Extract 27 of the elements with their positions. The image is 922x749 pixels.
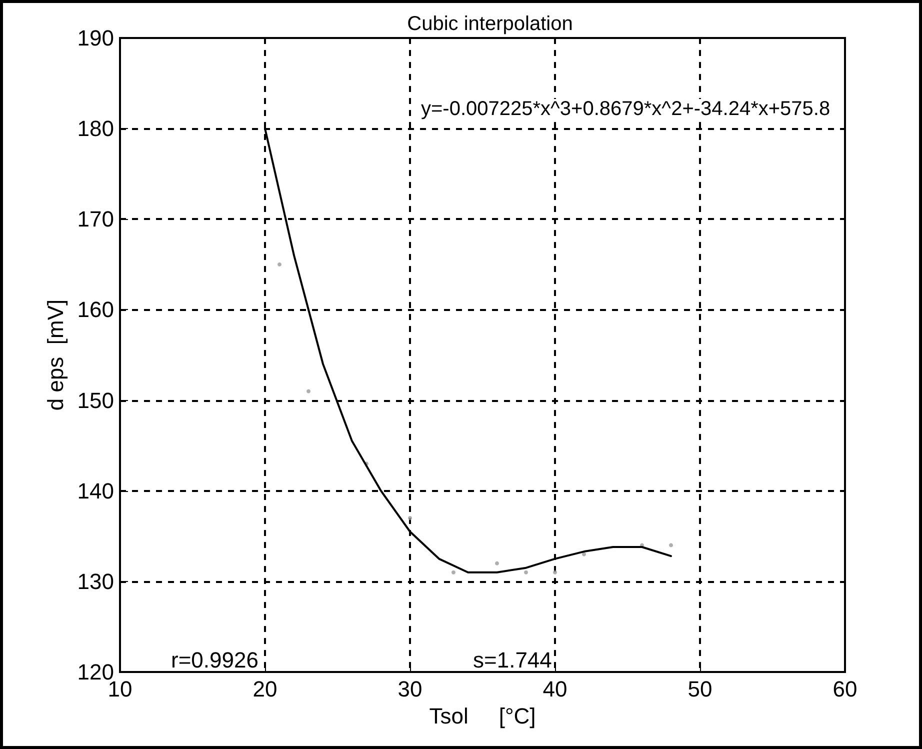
y-tick-label: 160 <box>77 297 114 322</box>
point <box>306 389 310 394</box>
chart-title: Cubic interpolation <box>407 13 573 35</box>
y-tick-label: 140 <box>77 478 114 504</box>
y-tick-label: 170 <box>77 206 114 232</box>
x-tick-label: 60 <box>832 676 858 702</box>
x-axis-title: Tsol [°C] <box>429 703 536 728</box>
point <box>278 262 282 266</box>
y-tick-label: 190 <box>77 26 114 50</box>
point <box>524 570 528 574</box>
point <box>582 552 586 556</box>
x-tick-label: 40 <box>542 676 568 702</box>
y-axis-title: d eps [mV] <box>42 299 68 411</box>
point <box>669 543 673 548</box>
point <box>452 570 456 574</box>
annotation: s=1.744 <box>473 648 552 672</box>
y-tick-label: 130 <box>77 568 114 594</box>
y-tick-label: 150 <box>77 388 114 413</box>
annotation: r=0.9926 <box>171 648 258 672</box>
point <box>553 570 557 574</box>
x-tick-label: 20 <box>252 676 278 702</box>
point <box>495 561 499 566</box>
y-tick-label: 180 <box>77 116 114 142</box>
point <box>408 516 412 520</box>
x-tick-label: 50 <box>688 676 712 702</box>
x-tick-label: 30 <box>398 676 422 702</box>
annotation: y=-0.007225*x^3+0.8679*x^2+-34.24*x+575.8 <box>421 98 830 120</box>
